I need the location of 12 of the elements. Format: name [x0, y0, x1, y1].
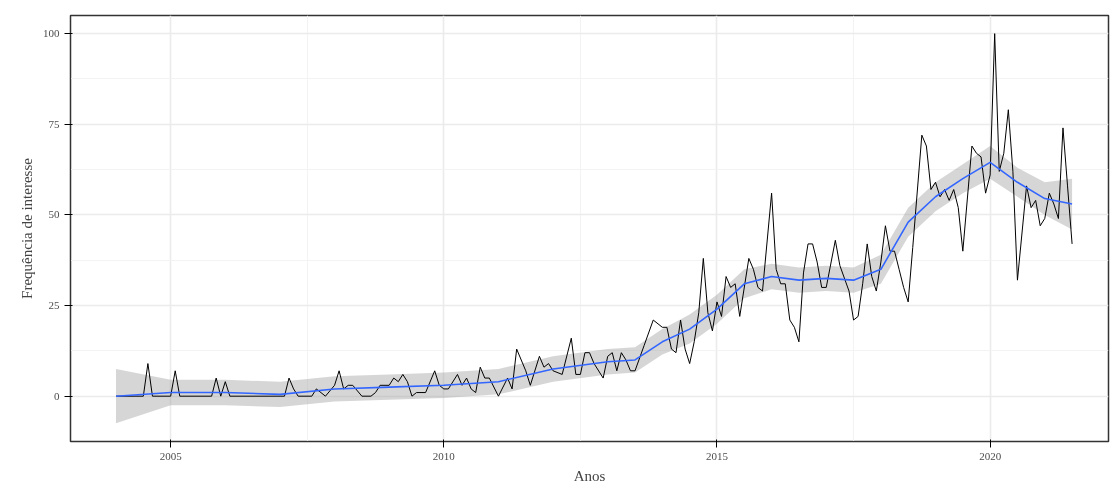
y-axis-title: Frequência de interesse	[19, 157, 35, 299]
y-tick-label: 0	[54, 389, 60, 402]
x-tick-label: 2020	[979, 449, 1002, 462]
x-tick-label: 2015	[705, 449, 729, 462]
y-tick-label: 25	[48, 299, 60, 312]
y-tick-label: 75	[48, 117, 60, 130]
x-tick-label: 2010	[432, 449, 456, 462]
x-tick-label: 2005	[159, 449, 183, 462]
line-series	[115, 161, 1073, 397]
y-tick-label: 50	[48, 208, 60, 221]
y-tick-label: 100	[43, 27, 60, 40]
x-axis-title: Anos	[573, 467, 606, 484]
